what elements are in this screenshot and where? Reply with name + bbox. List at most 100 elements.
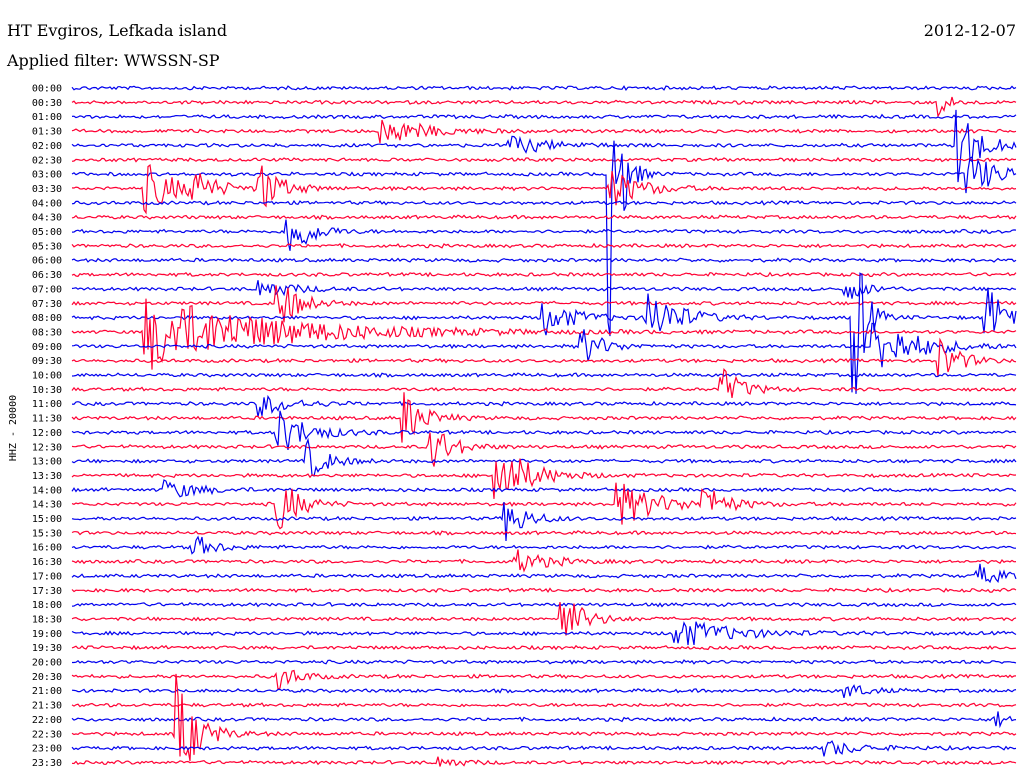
row-time-label: 19:00	[32, 629, 62, 640]
row-time-label: 14:00	[32, 485, 62, 496]
date-label: 2012-12-07	[924, 21, 1016, 40]
trace-line	[71, 673, 1017, 762]
y-axis-label: HHZ - 20000	[8, 395, 19, 461]
row-time-label: 10:00	[32, 371, 62, 382]
row-time-label: 16:00	[32, 543, 62, 554]
trace-line	[71, 602, 1017, 608]
row-time-label: 06:30	[32, 270, 62, 281]
row-time-label: 02:30	[32, 155, 62, 166]
trace-line	[71, 410, 1017, 451]
trace-line	[71, 200, 1017, 206]
row-time-label: 00:00	[32, 84, 62, 95]
row-time-label: 15:00	[32, 514, 62, 525]
row-time-label: 20:30	[32, 672, 62, 683]
row-time-label: 18:00	[32, 600, 62, 611]
trace-line	[71, 280, 1017, 299]
trace-line	[71, 502, 1017, 542]
trace-line	[71, 156, 1017, 163]
row-time-label: 23:30	[32, 758, 62, 769]
trace-line	[71, 257, 1017, 263]
trace-line	[71, 702, 1017, 708]
row-time-label: 03:00	[32, 170, 62, 181]
trace-line	[71, 587, 1017, 594]
trace-line	[71, 214, 1017, 221]
trace-line	[71, 684, 1017, 699]
trace-line	[71, 530, 1017, 536]
row-time-label: 02:00	[32, 141, 62, 152]
trace-line	[71, 85, 1017, 91]
trace-line	[71, 602, 1017, 636]
row-time-label: 08:30	[32, 327, 62, 338]
trace-line	[71, 372, 1017, 378]
station-title: HT Evgiros, Lefkada island	[7, 21, 227, 40]
trace-line	[71, 432, 1017, 467]
trace-line	[71, 242, 1017, 249]
trace-line	[72, 659, 1017, 665]
row-time-label: 00:30	[32, 98, 62, 109]
row-time-label: 08:00	[32, 313, 62, 324]
trace-line	[71, 644, 1017, 651]
row-time-label: 07:00	[32, 284, 62, 295]
row-time-label: 20:00	[32, 658, 62, 669]
row-time-label: 12:00	[32, 428, 62, 439]
row-time-label: 19:30	[32, 643, 62, 654]
trace-line	[71, 711, 1017, 729]
trace-line	[71, 367, 1017, 398]
trace-line	[71, 563, 1017, 584]
row-time-label: 11:30	[32, 414, 62, 425]
row-time-label: 11:00	[32, 399, 62, 410]
trace-line	[71, 479, 1017, 498]
row-time-label: 17:00	[32, 571, 62, 582]
trace-line	[71, 113, 1017, 120]
trace-line	[71, 392, 1017, 443]
trace-line	[71, 621, 1017, 646]
row-time-label: 17:30	[32, 586, 62, 597]
row-time-label: 13:00	[32, 457, 62, 468]
trace-line	[71, 669, 1017, 691]
row-time-label: 21:00	[32, 686, 62, 697]
trace-line	[71, 437, 1017, 477]
trace-line	[71, 96, 1017, 118]
row-labels: 00:00 00:30 01:00 01:30 02:00 02:30 03:00 03:30…	[32, 84, 62, 769]
trace-line	[71, 549, 1017, 573]
trace-line	[71, 219, 1017, 251]
row-time-label: 04:00	[32, 198, 62, 209]
row-time-label: 15:30	[32, 528, 62, 539]
row-time-label: 12:30	[32, 442, 62, 453]
row-time-label: 23:00	[32, 744, 62, 755]
row-time-label: 03:30	[32, 184, 62, 195]
row-time-label: 13:30	[32, 471, 62, 482]
row-time-label: 21:30	[32, 701, 62, 712]
row-time-label: 10:30	[32, 385, 62, 396]
row-time-label: 09:30	[32, 356, 62, 367]
row-time-label: 09:00	[32, 342, 62, 353]
row-time-label: 01:30	[32, 127, 62, 138]
trace-line	[71, 119, 1017, 144]
trace-line	[71, 298, 1017, 370]
row-time-label: 22:00	[32, 715, 62, 726]
filter-label: Applied filter: WWSSN-SP	[6, 51, 220, 70]
trace-line	[71, 394, 1017, 417]
trace-line	[71, 271, 1017, 278]
row-time-label: 05:30	[32, 241, 62, 252]
row-time-label: 07:30	[32, 299, 62, 310]
trace-line	[71, 458, 1017, 499]
trace-line	[71, 756, 1017, 767]
trace-line	[71, 109, 1017, 183]
row-time-label: 06:00	[32, 256, 62, 267]
trace-line	[71, 740, 1017, 757]
row-time-label: 16:30	[32, 557, 62, 568]
row-time-label: 22:30	[32, 729, 62, 740]
trace-line	[71, 164, 1017, 215]
row-time-label: 05:00	[32, 227, 62, 238]
trace-line	[71, 337, 1017, 377]
trace-line	[71, 322, 1017, 368]
row-time-label: 01:00	[32, 112, 62, 123]
traces	[71, 85, 1017, 767]
trace-line	[71, 140, 1017, 337]
trace-line	[71, 535, 1016, 555]
trace-line	[71, 482, 1017, 530]
row-time-label: 04:30	[32, 213, 62, 224]
row-time-label: 18:30	[32, 614, 62, 625]
